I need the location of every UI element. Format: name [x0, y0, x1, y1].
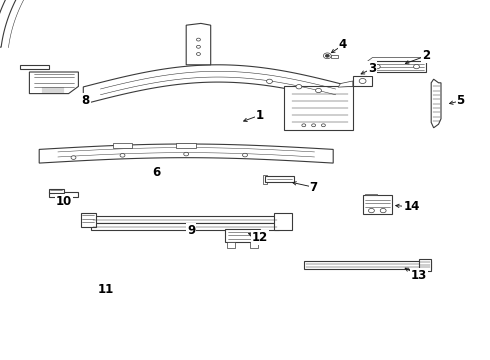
- Circle shape: [359, 78, 366, 84]
- Text: 6: 6: [153, 166, 161, 179]
- Polygon shape: [20, 65, 49, 69]
- Text: 12: 12: [251, 231, 268, 244]
- Circle shape: [321, 124, 325, 127]
- Polygon shape: [91, 223, 279, 230]
- Polygon shape: [274, 213, 292, 230]
- Circle shape: [368, 208, 374, 213]
- Circle shape: [374, 64, 380, 69]
- Circle shape: [71, 156, 76, 159]
- Polygon shape: [186, 23, 211, 65]
- Circle shape: [120, 153, 125, 157]
- Circle shape: [184, 152, 189, 156]
- Polygon shape: [49, 189, 64, 193]
- Polygon shape: [331, 55, 338, 58]
- Polygon shape: [83, 65, 353, 104]
- Polygon shape: [29, 72, 78, 94]
- Polygon shape: [338, 81, 353, 87]
- Polygon shape: [39, 86, 69, 94]
- Circle shape: [196, 38, 200, 41]
- Text: 3: 3: [368, 62, 376, 75]
- Polygon shape: [431, 79, 441, 128]
- Polygon shape: [365, 194, 377, 195]
- Circle shape: [414, 64, 419, 69]
- Polygon shape: [363, 195, 392, 214]
- Polygon shape: [91, 216, 279, 223]
- Text: 10: 10: [55, 195, 72, 208]
- Circle shape: [296, 85, 302, 89]
- Circle shape: [312, 124, 316, 127]
- Circle shape: [196, 45, 200, 48]
- Polygon shape: [39, 144, 333, 163]
- Polygon shape: [227, 242, 235, 248]
- Text: 8: 8: [82, 94, 90, 107]
- Polygon shape: [284, 86, 353, 130]
- Circle shape: [196, 53, 200, 55]
- Text: 11: 11: [97, 283, 114, 296]
- Text: 1: 1: [256, 109, 264, 122]
- Circle shape: [267, 79, 272, 84]
- Circle shape: [380, 208, 386, 213]
- Polygon shape: [368, 61, 426, 72]
- Polygon shape: [113, 143, 132, 148]
- Circle shape: [325, 54, 329, 57]
- Polygon shape: [250, 242, 258, 248]
- Text: 5: 5: [457, 94, 465, 107]
- Text: 13: 13: [411, 269, 427, 282]
- Polygon shape: [225, 229, 260, 242]
- Circle shape: [316, 88, 321, 93]
- Text: 2: 2: [422, 49, 430, 62]
- Polygon shape: [0, 0, 239, 47]
- Polygon shape: [304, 261, 431, 269]
- Polygon shape: [176, 143, 196, 148]
- Polygon shape: [419, 259, 431, 271]
- Circle shape: [243, 153, 247, 157]
- Text: 4: 4: [339, 39, 347, 51]
- Text: 7: 7: [310, 181, 318, 194]
- Text: 9: 9: [187, 224, 195, 237]
- Circle shape: [323, 53, 331, 59]
- Text: 14: 14: [403, 201, 420, 213]
- Polygon shape: [49, 192, 78, 197]
- Polygon shape: [263, 175, 267, 184]
- Polygon shape: [81, 213, 96, 227]
- Polygon shape: [265, 176, 294, 182]
- Polygon shape: [353, 76, 372, 86]
- Circle shape: [302, 124, 306, 127]
